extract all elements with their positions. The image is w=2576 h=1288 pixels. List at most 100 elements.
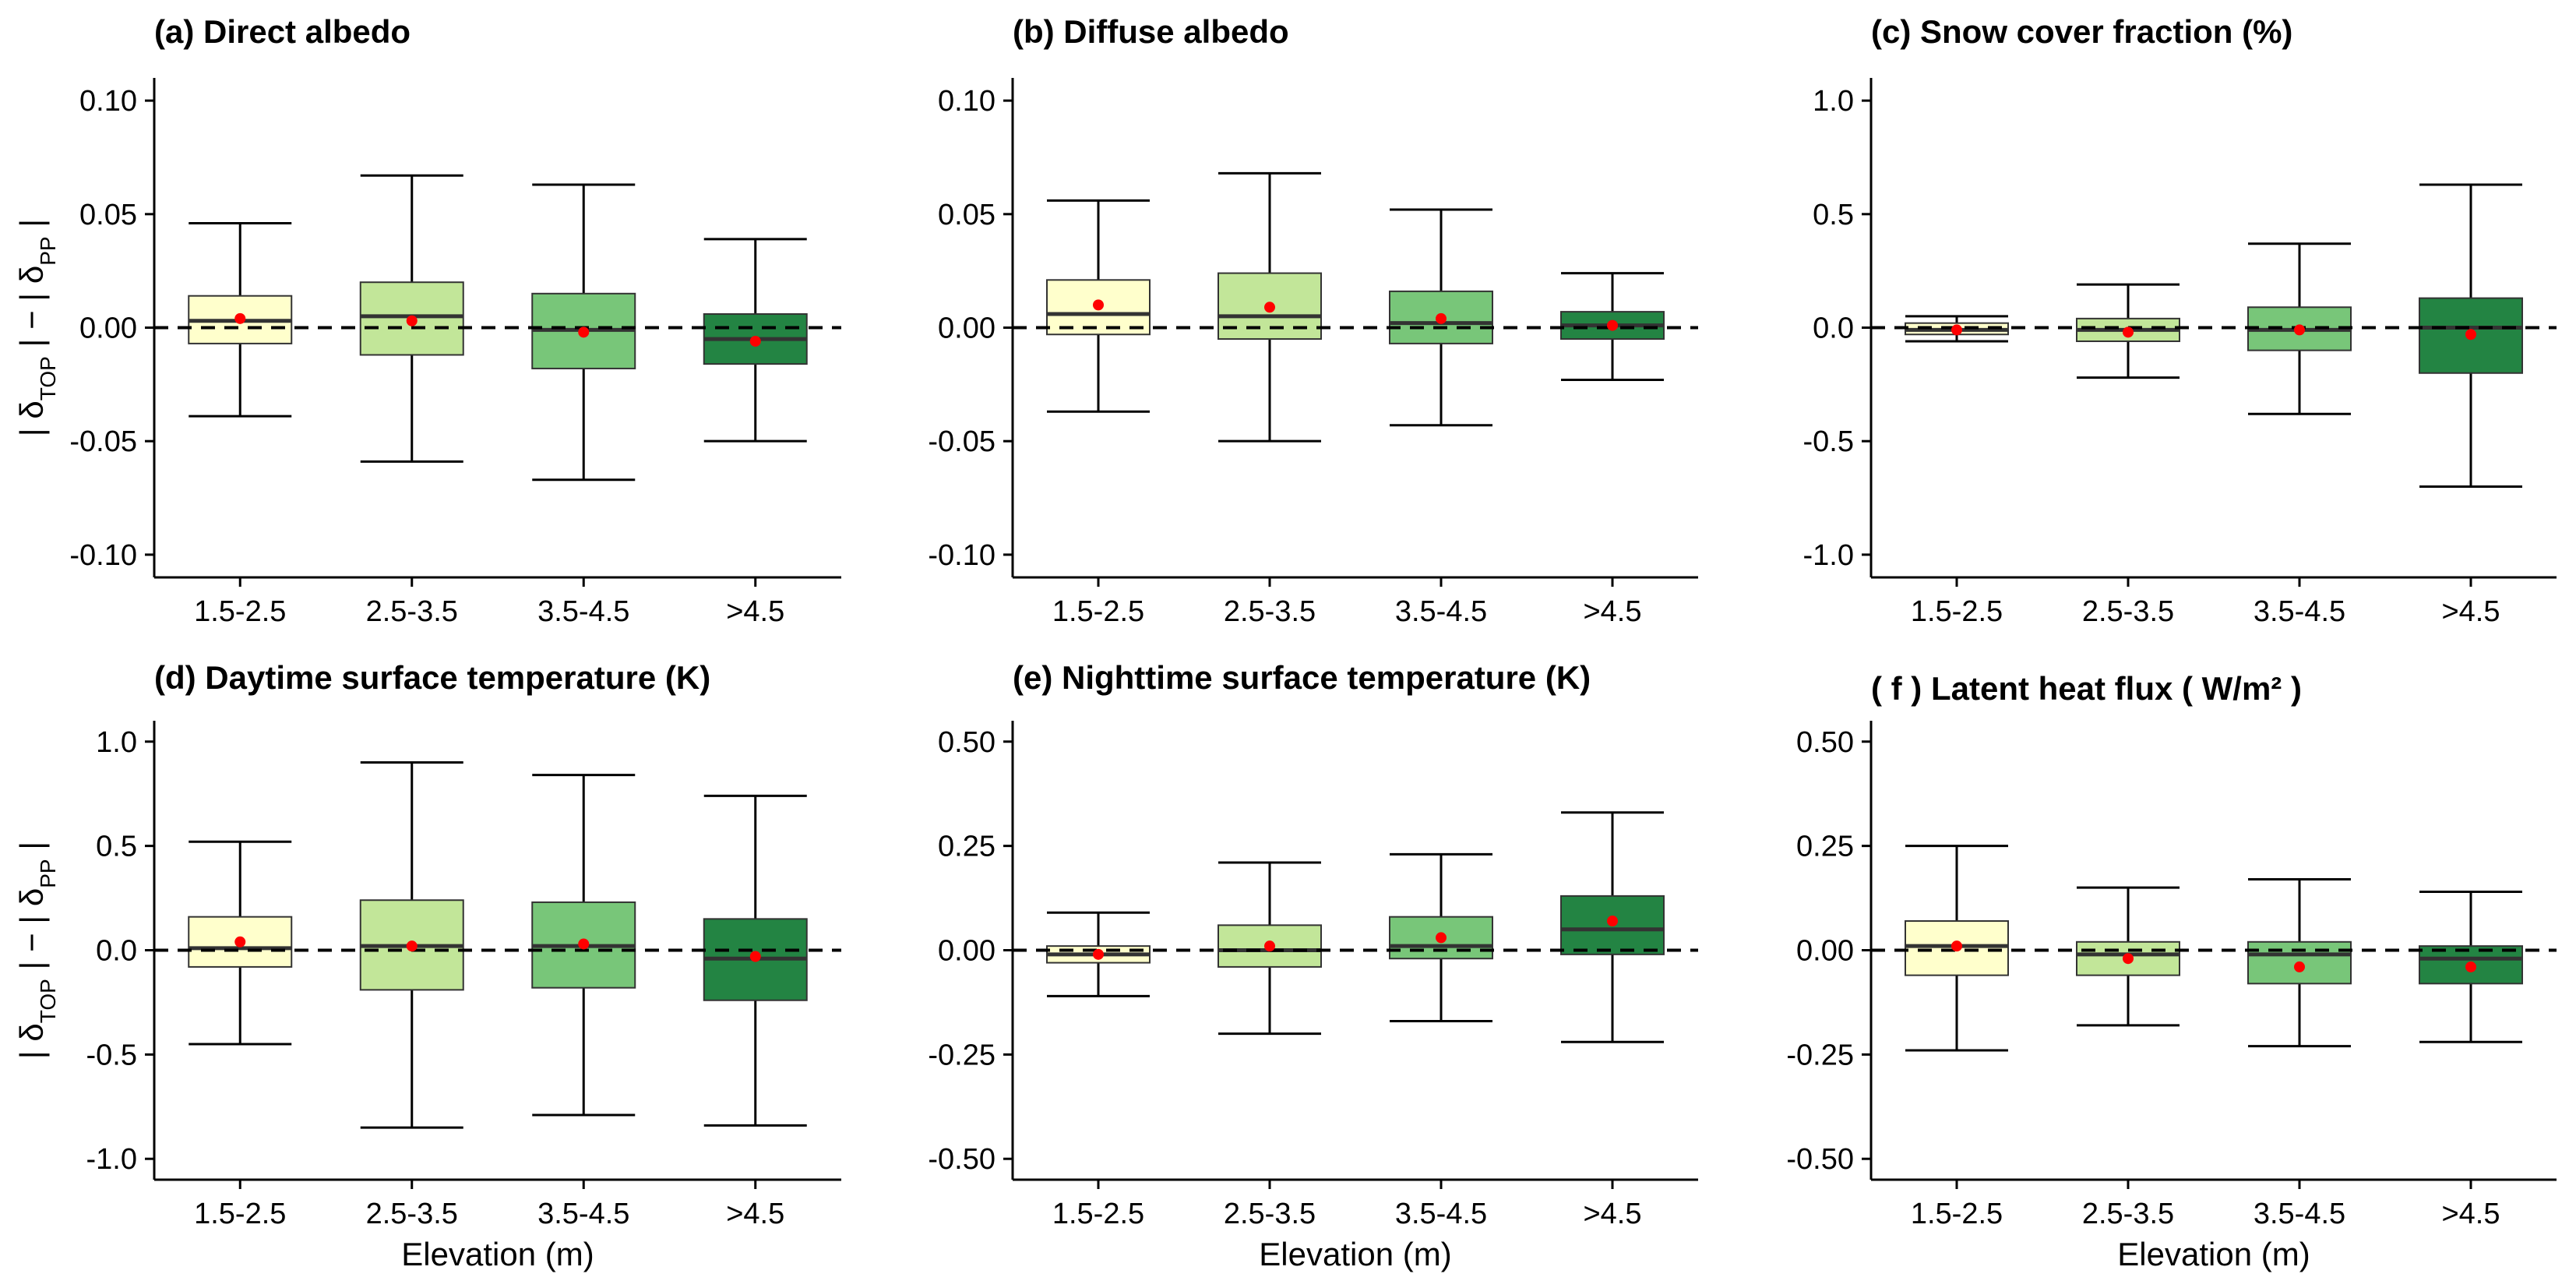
mean-point [578,326,590,338]
mean-point [406,940,418,952]
y-tick-label: 1.0 [1813,85,1854,118]
panel-title: (e) Nighttime surface temperature (K) [1013,659,1591,696]
x-tick-label: 1.5-2.5 [1052,595,1144,628]
panel-4: (d) Daytime surface temperature (K) -1.0 -… [13,659,841,1272]
y-axis-title-part: | [13,842,50,859]
x-tick-label: 2.5-3.5 [366,595,458,628]
mean-point [406,315,418,326]
mean-point [1607,916,1618,927]
mean-point [2465,329,2476,341]
panel-5: (e) Nighttime surface temperature (K) -0.… [928,659,1698,1272]
x-tick-label: 2.5-3.5 [1224,595,1316,628]
y-tick-label: 0.00 [1796,935,1854,968]
y-axis-title-part: δ [13,401,50,428]
x-tick-label: 1.5-2.5 [1052,1198,1144,1230]
x-axis-title: Elevation (m) [2117,1236,2310,1272]
x-tick-label: 2.5-3.5 [366,1198,458,1230]
y-tick-label: 0.50 [1796,726,1854,759]
mean-point [234,312,246,324]
mean-point [2294,324,2305,336]
mean-point [234,936,246,947]
x-tick-label: 1.5-2.5 [194,1198,286,1230]
x-tick-label: 3.5-4.5 [537,595,629,628]
mean-point [1436,312,1447,324]
mean-point [2294,961,2305,972]
x-axis-title: Elevation (m) [401,1236,594,1272]
mean-point [2123,326,2134,338]
mean-point [1951,940,1962,952]
x-tick-label: 2.5-3.5 [2082,595,2174,628]
x-tick-label: >4.5 [726,595,784,628]
y-tick-label: -0.10 [928,539,996,572]
y-tick-label: -0.50 [1786,1143,1854,1176]
y-tick-label: 0.0 [1813,312,1854,345]
mean-point [2465,961,2476,972]
y-tick-label: 0.25 [1796,831,1854,863]
y-tick-label: 0.10 [938,85,996,118]
y-tick-label: -1.0 [1803,539,1854,572]
panel-6: ( f ) Latent heat flux ( W/m² ) -0.50 -0.2… [1786,670,2557,1272]
y-tick-label: 0.5 [1813,199,1854,231]
x-tick-label: 3.5-4.5 [537,1198,629,1230]
mean-point [1951,324,1962,336]
y-tick-label: 0.05 [938,199,996,231]
x-tick-label: >4.5 [1583,1198,1641,1230]
box-1 [1905,845,2009,1052]
panel-1: (a) Direct albedo -0.10 -0.05 0.00 0.05 0.10 1… [13,13,841,628]
panel-title: (a) Direct albedo [154,13,411,50]
mean-point [1607,319,1618,331]
x-tick-label: >4.5 [1583,595,1641,628]
y-tick-label: -0.25 [1786,1039,1854,1071]
x-tick-label: 1.5-2.5 [1911,1198,2003,1230]
mean-point [578,938,590,950]
y-axis-title: | δTOP | − | δPP | [13,842,60,1059]
panel-title: (b) Diffuse albedo [1013,13,1289,50]
y-tick-label: -0.5 [1803,425,1854,458]
y-axis-title-part: | − | [13,916,50,979]
y-tick-label: 0.00 [938,312,996,345]
y-axis-title-part: | [13,428,50,436]
y-axis-title-part: δ [13,266,50,293]
x-axis-title: Elevation (m) [1259,1236,1451,1272]
y-axis-title: | δTOP | − | δPP | [13,219,60,436]
y-axis-title-subscript: TOP [36,356,60,401]
x-tick-label: 3.5-4.5 [1395,595,1487,628]
y-tick-label: 0.00 [79,312,137,345]
mean-point [749,951,761,962]
mean-point [1264,302,1275,313]
y-tick-label: 0.00 [938,935,996,968]
y-axis-title-part: | [13,1050,50,1059]
mean-point [1436,932,1447,944]
mean-point [749,335,761,347]
y-axis-title-subscript: TOP [36,979,60,1023]
y-tick-label: -0.10 [69,539,137,572]
mean-point [2123,953,2134,965]
y-tick-label: -0.05 [69,425,137,458]
y-tick-label: -0.50 [928,1143,996,1176]
y-tick-label: 1.0 [96,726,137,759]
mean-point [1264,940,1275,952]
x-tick-label: >4.5 [726,1198,784,1230]
mean-point [1093,948,1104,960]
y-tick-label: 0.05 [79,199,137,231]
y-tick-label: -0.5 [86,1039,137,1071]
box-1 [188,221,293,418]
x-tick-label: >4.5 [2441,595,2500,628]
panel-title: (c) Snow cover fraction (%) [1871,13,2292,50]
x-tick-label: >4.5 [2441,1198,2500,1230]
y-tick-label: 0.25 [938,831,996,863]
box-4 [703,794,808,1127]
y-axis-title-part: | − | [13,293,50,356]
y-tick-label: -1.0 [86,1143,137,1176]
y-axis-title-part: δ [13,888,50,916]
y-axis-title-subscript: PP [36,236,60,265]
box-4 [1560,811,1665,1043]
y-axis-title-part: δ [13,1023,50,1050]
x-tick-label: 1.5-2.5 [194,595,286,628]
box-1 [188,840,293,1046]
x-tick-label: 3.5-4.5 [2254,1198,2345,1230]
y-axis-title-subscript: PP [36,859,60,887]
y-tick-label: 0.0 [96,935,137,968]
panel-title: (d) Daytime surface temperature (K) [154,659,710,696]
x-tick-label: 3.5-4.5 [2254,595,2345,628]
